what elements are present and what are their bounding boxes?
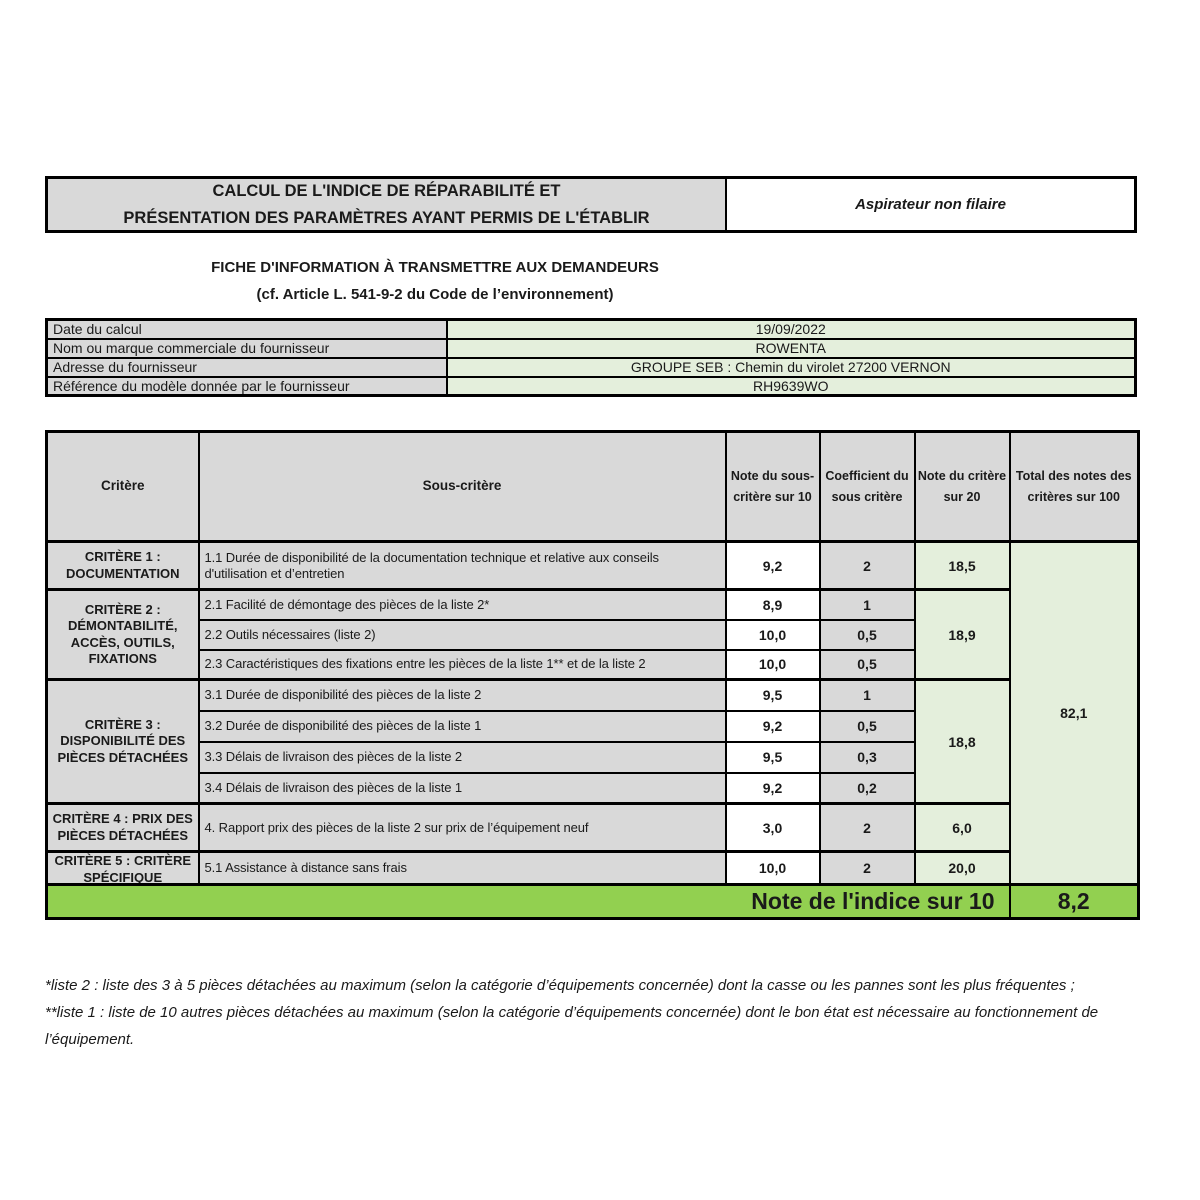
note20-critere5: 20,0 — [913, 850, 1011, 886]
critere5-label-cell: CRITÈRE 5 : CRITÈRE SPÉCIFIQUE — [45, 850, 200, 886]
info-label-reference: Référence du modèle donnée par le fourni… — [45, 375, 448, 397]
coef-3-4: 0,2 — [818, 772, 916, 805]
note-3-1: 9,5 — [724, 678, 821, 712]
row-critere4: CRITÈRE 4 : PRIX DES PIÈCES DÉTACHÉES 4.… — [45, 802, 1139, 853]
footnote-liste1: **liste 1 : liste de 10 autres pièces dé… — [45, 1004, 1099, 1048]
header-note-sous-critere: Note du sous-critère sur 10 — [724, 430, 821, 543]
title-line-1: CALCUL DE L'INDICE DE RÉPARABILITÉ ET — [212, 182, 561, 201]
info-row-reference: Référence du modèle donnée par le fourni… — [45, 375, 1137, 397]
coef-3-2: 0,5 — [818, 710, 916, 743]
info-label-address: Adresse du fournisseur — [45, 356, 448, 378]
coef-4: 2 — [818, 802, 916, 853]
document-title: CALCUL DE L'INDICE DE RÉPARABILITÉ ET PR… — [48, 179, 727, 230]
coef-5-1: 2 — [818, 850, 916, 886]
note20-critere3: 18,8 — [913, 678, 1011, 805]
note-2-3: 10,0 — [724, 649, 821, 681]
footnote-liste2: *liste 2 : liste des 3 à 5 pièces détach… — [45, 977, 1075, 994]
subcritere-2-1: 2.1 Facilité de démontage des pièces de … — [197, 588, 727, 621]
row-critere3-1: CRITÈRE 3 : DISPONIBILITÉ DES PIÈCES DÉT… — [45, 678, 1139, 805]
coef-2-2: 0,5 — [818, 619, 916, 651]
subcritere-3-1: 3.1 Durée de disponibilité des pièces de… — [197, 678, 727, 712]
product-type-label: Aspirateur non filaire — [855, 196, 1006, 213]
note-2-2: 10,0 — [724, 619, 821, 651]
total-score-cell: 82,1 — [1008, 540, 1140, 886]
info-label-brand: Nom ou marque commerciale du fournisseur — [45, 337, 448, 359]
subcritere-2-2: 2.2 Outils nécessaires (liste 2) — [197, 619, 727, 651]
subcritere-3-3: 3.3 Délais de livraison des pièces de la… — [197, 741, 727, 774]
info-label-date: Date du calcul — [45, 318, 448, 340]
critere4-label: CRITÈRE 4 : PRIX DES PIÈCES DÉTACHÉES — [45, 802, 200, 853]
note20-critere2: 18,9 — [913, 588, 1011, 681]
critere1-label: CRITÈRE 1 : DOCUMENTATION — [45, 540, 200, 591]
header-sous-critere: Sous-critère — [197, 430, 727, 543]
info-value-address: GROUPE SEB : Chemin du virolet 27200 VER… — [445, 356, 1137, 378]
header-note-critere-20: Note du critère sur 20 — [913, 430, 1011, 543]
title-band: CALCUL DE L'INDICE DE RÉPARABILITÉ ET PR… — [45, 176, 1137, 233]
subcritere-5-1: 5.1 Assistance à distance sans frais — [197, 850, 727, 886]
row-critere2-2: 2.2 Outils nécessaires (liste 2) 10,0 0,… — [47, 619, 1139, 651]
info-row-address: Adresse du fournisseur GROUPE SEB : Chem… — [45, 356, 1137, 378]
coef-2-1: 1 — [818, 588, 916, 621]
subcritere-3-4: 3.4 Délais de livraison des pièces de la… — [197, 772, 727, 805]
critere2-label: CRITÈRE 2 : DÉMONTABILITÉ, ACCÈS, OUTILS… — [45, 588, 200, 681]
supplier-info-table: Date du calcul 19/09/2022 Nom ou marque … — [45, 318, 1137, 397]
row-critere3-2: 3.2 Durée de disponibilité des pièces de… — [47, 710, 1139, 743]
note-5-1: 10,0 — [724, 850, 821, 886]
header-critere: Critère — [45, 430, 200, 543]
critere5-label: CRITÈRE 5 : CRITÈRE SPÉCIFIQUE — [54, 853, 191, 883]
note20-critere1: 18,5 — [913, 540, 1011, 591]
subcritere-2-3: 2.3 Caractéristiques des fixations entre… — [197, 649, 727, 681]
note-2-1: 8,9 — [724, 588, 821, 621]
coef-3-1: 1 — [818, 678, 916, 712]
subtitle-line-1: FICHE D'INFORMATION À TRANSMETTRE AUX DE… — [211, 259, 659, 276]
index-score-label: Note de l'indice sur 10 — [45, 883, 1011, 920]
footnotes-block: *liste 2 : liste des 3 à 5 pièces détach… — [45, 972, 1140, 1053]
info-row-brand: Nom ou marque commerciale du fournisseur… — [45, 337, 1137, 359]
row-critere2-1: CRITÈRE 2 : DÉMONTABILITÉ, ACCÈS, OUTILS… — [45, 588, 1139, 681]
subcritere-3-2: 3.2 Durée de disponibilité des pièces de… — [197, 710, 727, 743]
subtitle-line-2: (cf. Article L. 541-9-2 du Code de l’env… — [256, 286, 614, 303]
info-value-date: 19/09/2022 — [445, 318, 1137, 340]
row-critere3-4: 3.4 Délais de livraison des pièces de la… — [47, 772, 1139, 805]
info-row-date: Date du calcul 19/09/2022 — [45, 318, 1137, 340]
coef-3-3: 0,3 — [818, 741, 916, 774]
row-critere5: CRITÈRE 5 : CRITÈRE SPÉCIFIQUE 5.1 Assis… — [45, 850, 1139, 886]
index-score-value: 8,2 — [1008, 883, 1140, 920]
header-total-100: Total des notes des critères sur 100 — [1008, 430, 1140, 543]
subtitle-block: FICHE D'INFORMATION À TRANSMETTRE AUX DE… — [45, 254, 825, 308]
subcritere-1-1: 1.1 Durée de disponibilité de la documen… — [197, 540, 727, 591]
note-4: 3,0 — [724, 802, 821, 853]
note20-critere4: 6,0 — [913, 802, 1011, 853]
criteria-table: Critère Sous-critère Note du sous-critèr… — [45, 430, 1140, 920]
note-3-4: 9,2 — [724, 772, 821, 805]
index-score-row: Note de l'indice sur 10 8,2 — [45, 883, 1140, 920]
row-critere2-3: 2.3 Caractéristiques des fixations entre… — [47, 649, 1139, 681]
table-header-row: Critère Sous-critère Note du sous-critèr… — [45, 430, 1140, 543]
header-coefficient: Coefficient du sous critère — [818, 430, 916, 543]
note-3-3: 9,5 — [724, 741, 821, 774]
info-value-brand: ROWENTA — [445, 337, 1137, 359]
product-type-box: Aspirateur non filaire — [727, 179, 1134, 230]
subcritere-4: 4. Rapport prix des pièces de la liste 2… — [197, 802, 727, 853]
coef-2-3: 0,5 — [818, 649, 916, 681]
critere3-label: CRITÈRE 3 : DISPONIBILITÉ DES PIÈCES DÉT… — [45, 678, 200, 805]
row-critere1: CRITÈRE 1 : DOCUMENTATION 1.1 Durée de d… — [45, 540, 1140, 886]
note-3-2: 9,2 — [724, 710, 821, 743]
coef-1-1: 2 — [818, 540, 916, 591]
title-line-2: PRÉSENTATION DES PARAMÈTRES AYANT PERMIS… — [123, 208, 650, 227]
info-value-reference: RH9639WO — [445, 375, 1137, 397]
row-critere3-3: 3.3 Délais de livraison des pièces de la… — [47, 741, 1139, 774]
note-1-1: 9,2 — [724, 540, 821, 591]
